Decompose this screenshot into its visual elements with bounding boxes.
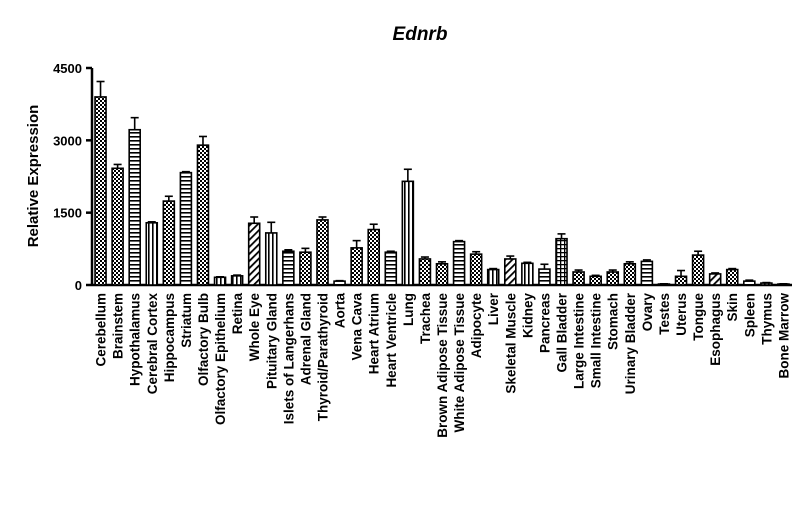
- x-tick-label: Testes: [657, 293, 672, 335]
- bar: [316, 219, 329, 286]
- bar: [94, 96, 107, 286]
- bar: [145, 221, 159, 286]
- x-tick-label: Esophagus: [708, 293, 723, 366]
- x-tick-label: Large Intestine: [572, 293, 587, 390]
- x-tick-label: Hypothalamus: [128, 293, 143, 386]
- y-tick-label: 0: [75, 278, 82, 293]
- bar: [367, 228, 381, 286]
- x-tick-label: Brainstem: [111, 293, 126, 359]
- x-tick-label: Liver: [486, 292, 501, 325]
- y-tick-label: 3000: [53, 133, 82, 148]
- bar: [725, 268, 739, 286]
- bar: [264, 232, 278, 286]
- x-tick-label: Skeletal Muscle: [503, 293, 518, 394]
- bar: [111, 167, 124, 286]
- bar: [128, 128, 141, 286]
- x-tick-label: Retina: [230, 293, 245, 335]
- bar: [606, 271, 620, 286]
- bar: [623, 262, 637, 286]
- x-tick-label: Kidney: [520, 293, 535, 339]
- x-tick-label: Urinary Bladder: [623, 292, 638, 394]
- x-tick-label: Cerebral Cortex: [145, 293, 160, 395]
- x-tick-label: Gall Bladder: [555, 292, 570, 372]
- bar: [708, 273, 722, 286]
- bar: [247, 222, 261, 286]
- x-tick-label: Aorta: [333, 293, 348, 329]
- bar: [743, 280, 756, 286]
- bar: [213, 276, 227, 286]
- bar: [384, 251, 398, 286]
- x-tick-label: Bone Marrow: [776, 293, 791, 379]
- bar: [538, 268, 551, 286]
- x-tick-label: Olfactory Bulb: [196, 293, 211, 386]
- chart-title: Ednrb: [393, 24, 448, 45]
- bar: [555, 237, 568, 286]
- bar: [230, 275, 244, 286]
- bar: [503, 258, 517, 286]
- x-tick-label: White Adipose Tissue: [452, 293, 467, 433]
- x-tick-label: Uterus: [674, 293, 689, 336]
- bar: [469, 253, 483, 286]
- x-tick-label: Olfactory Epithelium: [213, 293, 228, 425]
- bar: [691, 254, 705, 286]
- bar: [589, 275, 602, 286]
- bar: [452, 240, 466, 286]
- x-tick-label: Small Intestine: [589, 293, 604, 389]
- x-tick-label: Pancreas: [537, 293, 552, 353]
- bar: [196, 144, 210, 286]
- x-tick-label: Skin: [725, 293, 740, 322]
- bar: [179, 171, 193, 286]
- x-tick-label: Vena Cava: [350, 293, 365, 361]
- bar: [674, 275, 688, 286]
- bar: [640, 260, 654, 286]
- bar: [350, 247, 363, 286]
- bar: [162, 200, 176, 286]
- bar: [333, 280, 346, 286]
- bar: [521, 262, 534, 286]
- bar: [418, 258, 432, 286]
- bar: [299, 251, 312, 286]
- bar: [486, 268, 500, 286]
- x-tick-label: Tongue: [691, 293, 706, 341]
- x-tick-label: Stomach: [606, 293, 621, 350]
- x-tick-label: Striatum: [179, 293, 194, 348]
- x-tick-label: Ovary: [640, 293, 655, 332]
- bar: [282, 250, 295, 286]
- x-tick-label: Adipocyte: [469, 293, 484, 359]
- x-tick-label: Heart Ventricle: [384, 293, 399, 388]
- x-tick-label: Lung: [401, 293, 416, 326]
- bar: [401, 180, 415, 286]
- x-tick-label: Spleen: [742, 293, 757, 337]
- x-tick-label: Pituitary Gland: [264, 293, 279, 389]
- x-tick-label: Islets of Langerhans: [281, 293, 296, 424]
- x-tick-label: Whole Eye: [247, 293, 262, 362]
- x-tick-label: Cerebellum: [94, 293, 109, 367]
- x-tick-label: Adrenal Gland: [298, 293, 313, 385]
- y-tick-label: 1500: [53, 206, 82, 221]
- bars-group: [94, 80, 790, 286]
- x-tick-label: Brown Adipose Tissue: [435, 293, 450, 438]
- y-tick-label: 4500: [53, 61, 82, 76]
- x-tick-labels: Cerebellum Brainstem Hypothalamus Cerebral …: [94, 292, 792, 438]
- x-tick-label: Hippocampus: [162, 293, 177, 382]
- x-tick-label: Thymus: [759, 293, 774, 345]
- x-tick-label: Thyroid/Parathyroid: [315, 293, 330, 421]
- y-axis-label: Relative Expression: [25, 105, 42, 248]
- x-tick-label: Trachea: [418, 293, 433, 345]
- bar: [572, 271, 585, 286]
- x-tick-label: Heart Atrium: [367, 293, 382, 374]
- bar: [435, 262, 449, 286]
